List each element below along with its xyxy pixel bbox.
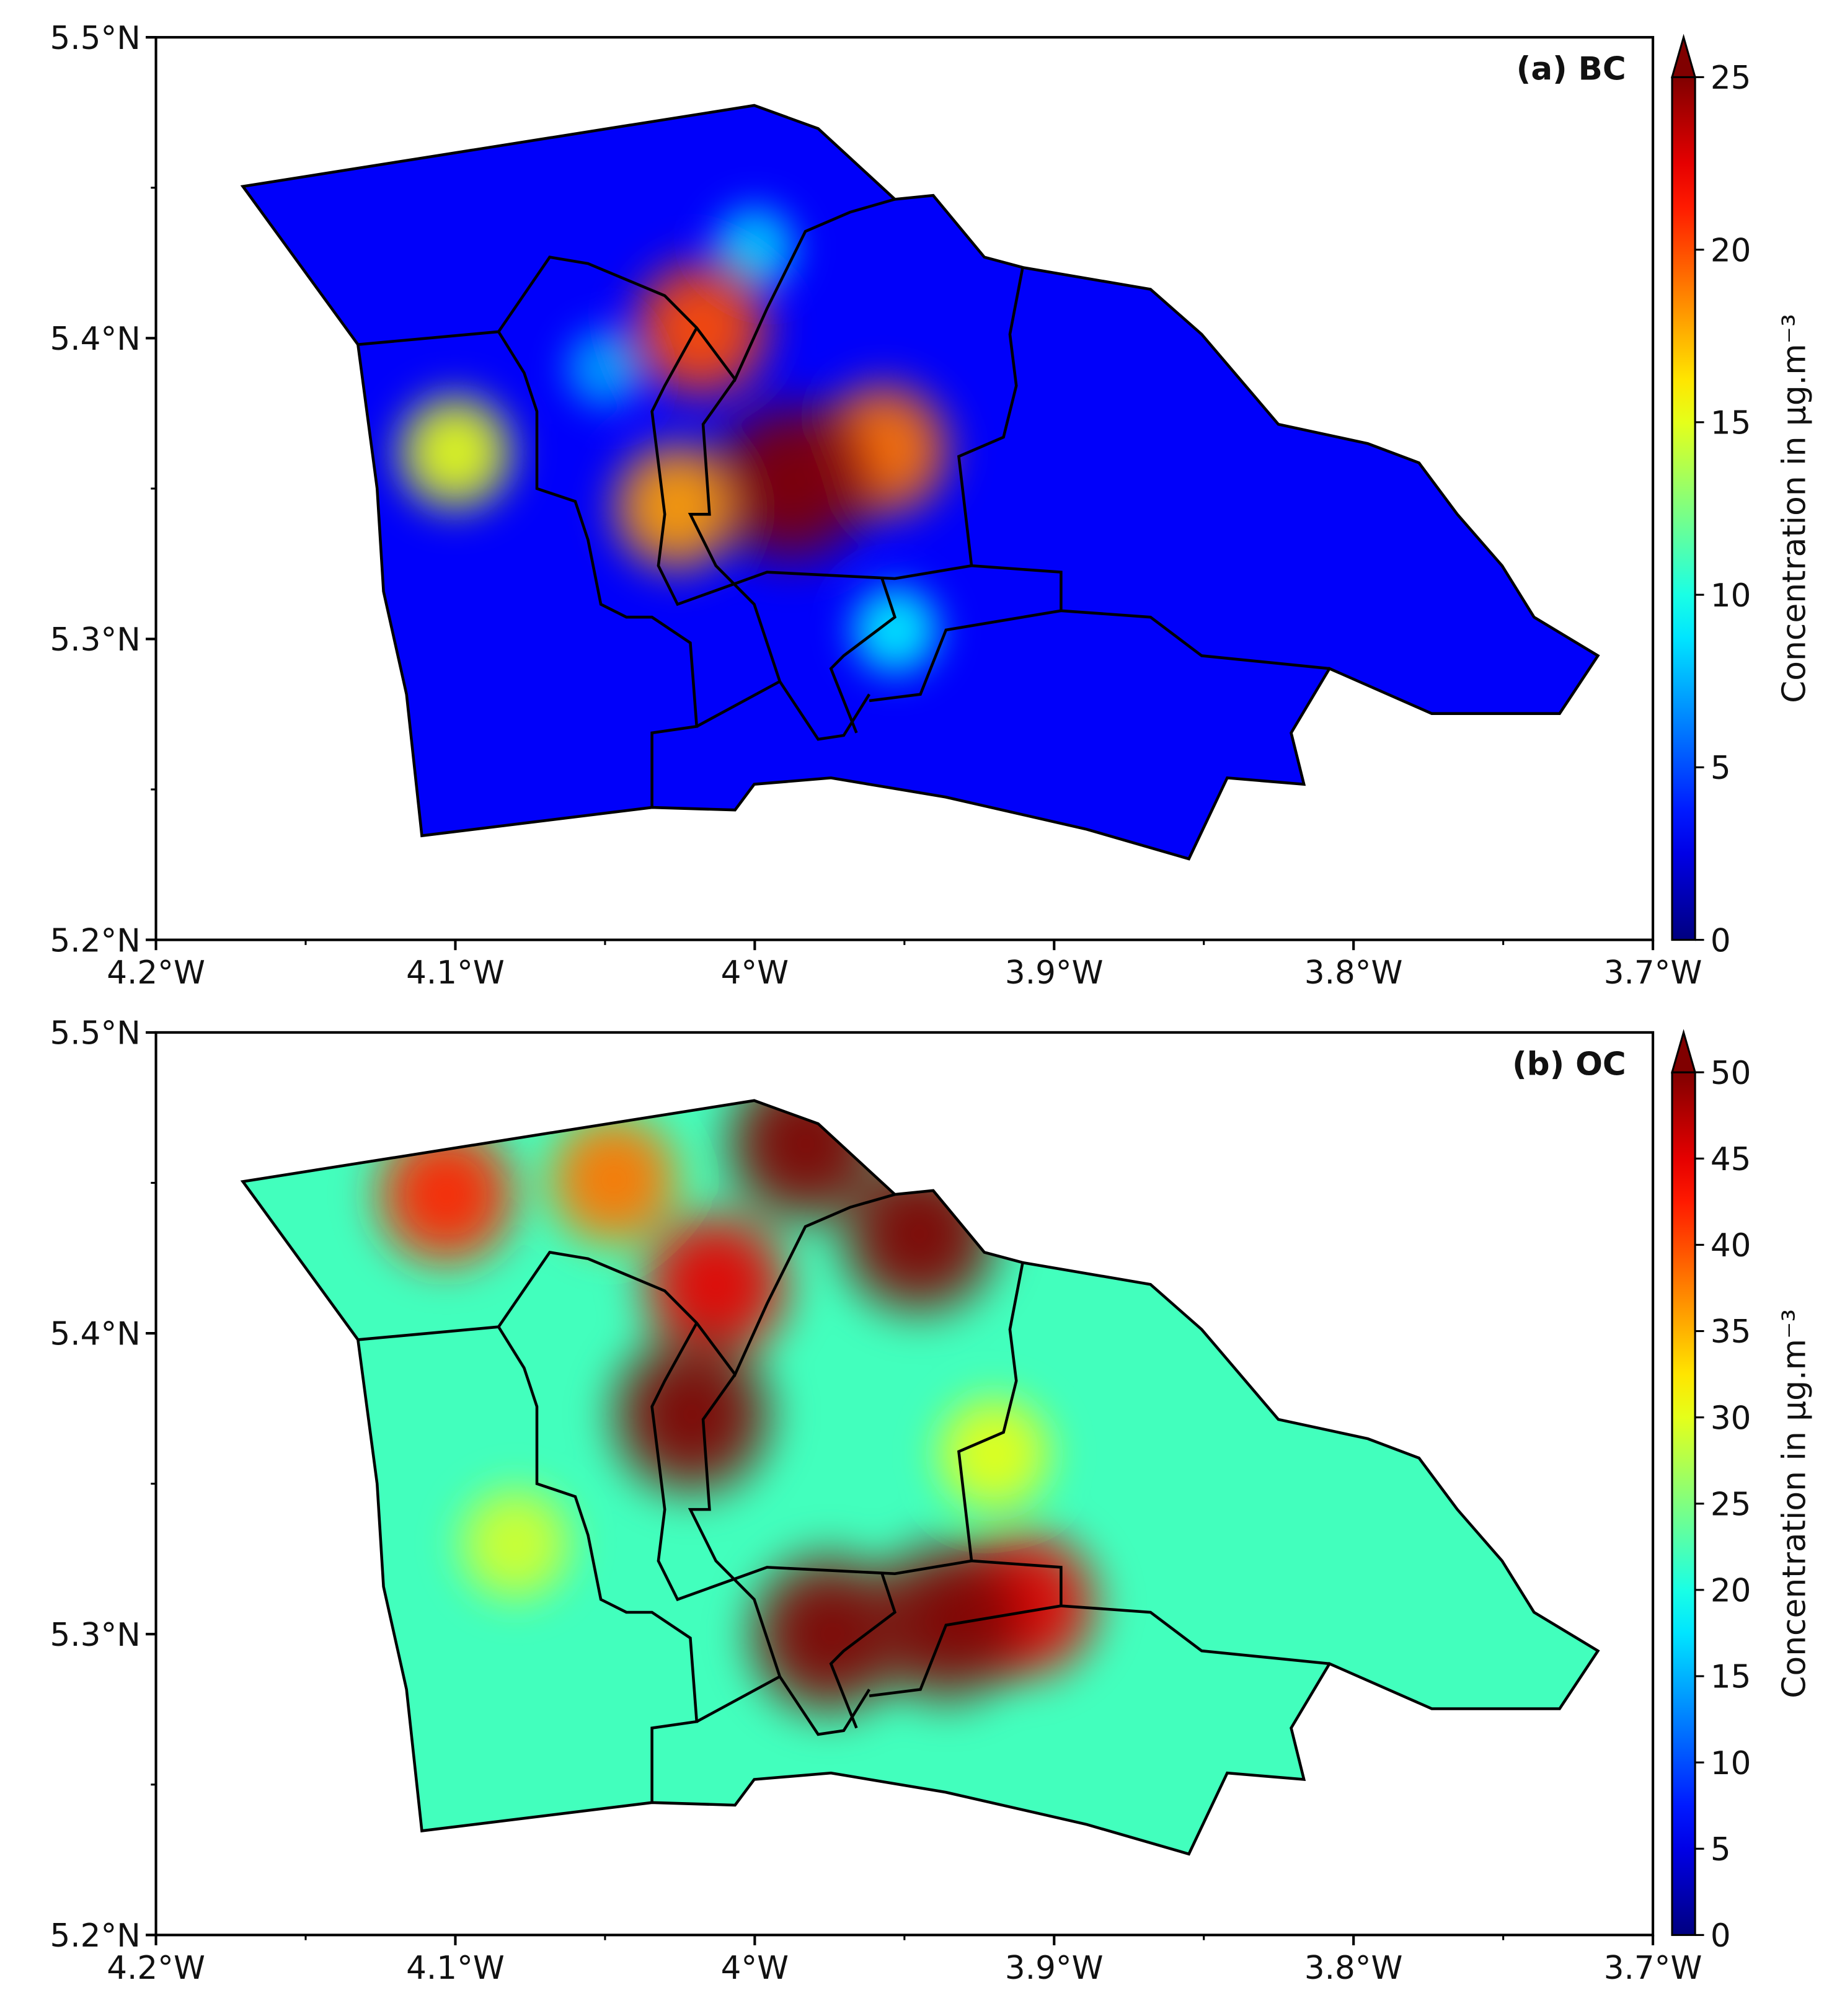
y-tick-label: 5.3°N — [50, 621, 140, 659]
colorbar-tick-label: 10 — [1711, 577, 1751, 615]
district-boundary — [829, 578, 897, 734]
hotspot — [588, 1310, 795, 1519]
colorbar-tick-label: 10 — [1711, 1745, 1751, 1782]
concentration-field — [242, 105, 1598, 859]
y-tick-label: 5.4°N — [50, 1316, 140, 1353]
colorbar-tick-label: 50 — [1711, 1055, 1751, 1092]
hotspot — [354, 1102, 539, 1288]
y-tick-label: 5.2°N — [50, 1917, 140, 1955]
colorbar-tick-label: 30 — [1711, 1400, 1751, 1437]
colorbar-tick-label: 0 — [1711, 1917, 1731, 1955]
district-boundary — [688, 1374, 871, 1736]
x-tick-label: 3.9°W — [1005, 954, 1104, 992]
colorbar-extend — [1670, 1029, 1697, 1073]
colorbar-tick-label: 45 — [1711, 1141, 1751, 1178]
colorbar-tick-label: 35 — [1711, 1313, 1751, 1351]
district-boundary — [650, 1322, 1330, 1666]
x-tick-label: 3.9°W — [1005, 1950, 1104, 1987]
y-tick-label: 5.4°N — [50, 321, 140, 358]
colorbar — [1671, 1071, 1696, 1936]
map-panel: 4.2°W 4.1°W 4°W 3.9°W 3.8°W 3.7°W 5.2°N 5.3°N 5.… — [50, 20, 1813, 992]
hotspots — [379, 192, 970, 689]
colorbar-tick-label: 5 — [1711, 750, 1731, 787]
district-boundary — [650, 327, 1330, 670]
district-boundary — [829, 1573, 897, 1729]
district-boundary — [957, 267, 1024, 566]
colorbar-extend — [1670, 33, 1697, 78]
colorbar-label: Concentration in µg.m⁻³ — [1776, 314, 1813, 703]
x-tick-label: 4.2°W — [107, 954, 205, 992]
x-tick-label: 4°W — [721, 1950, 789, 1987]
hotspot — [379, 376, 531, 528]
district-boundary — [358, 198, 895, 383]
hotspot — [441, 1469, 590, 1619]
hotspot — [919, 1377, 1070, 1530]
x-tick-label: 3.7°W — [1604, 954, 1702, 992]
colorbar-tick-label: 25 — [1711, 1486, 1751, 1523]
hotspot — [815, 1130, 1023, 1338]
colorbar-tick-label: 5 — [1711, 1831, 1731, 1868]
concentration-field — [242, 1100, 1598, 1854]
y-tick-label: 5.5°N — [50, 1015, 140, 1052]
colorbar — [1671, 76, 1696, 941]
region-outline — [240, 1099, 1600, 1856]
colorbar-tick-label: 0 — [1711, 922, 1731, 959]
colorbar-label: Concentration in µg.m⁻³ — [1776, 1309, 1813, 1699]
hotspot — [843, 1517, 1050, 1726]
y-tick-label: 5.2°N — [50, 922, 140, 959]
x-tick-label: 3.7°W — [1604, 1950, 1702, 1987]
colorbar-tick-label: 15 — [1711, 1659, 1751, 1696]
panel-title: (a) BC — [1516, 50, 1626, 87]
colorbar-tick-label: 15 — [1711, 404, 1751, 442]
colorbar-tick-label: 25 — [1711, 60, 1751, 97]
y-tick-label: 5.5°N — [50, 20, 140, 57]
x-tick-label: 3.8°W — [1304, 954, 1403, 992]
district-boundary — [696, 680, 781, 728]
district-boundary — [869, 1604, 1061, 1698]
hotspot — [836, 571, 954, 689]
hotspots — [354, 1100, 1121, 1739]
x-tick-label: 4.2°W — [107, 1950, 205, 1987]
hotspot — [593, 422, 761, 591]
colorbar-tick-label: 20 — [1711, 232, 1751, 269]
x-tick-label: 3.8°W — [1304, 1950, 1403, 1987]
x-tick-label: 4°W — [721, 954, 789, 992]
hotspot — [611, 239, 790, 419]
district-boundary — [869, 609, 1061, 703]
district-boundary — [688, 378, 871, 741]
region-outline — [240, 104, 1600, 861]
y-tick-label: 5.3°N — [50, 1617, 140, 1654]
map-panel: 4.2°W 4.1°W 4°W 3.9°W 3.8°W 3.7°W 5.2°N 5.3°N 5.… — [50, 1015, 1813, 1986]
x-tick-label: 4.1°W — [406, 1950, 505, 1987]
panel-title: (b) OC — [1512, 1046, 1626, 1083]
district-boundary — [957, 1262, 1024, 1561]
x-tick-label: 4.1°W — [406, 954, 505, 992]
colorbar-tick-label: 40 — [1711, 1227, 1751, 1264]
colorbar-tick-label: 20 — [1711, 1572, 1751, 1609]
district-boundary — [696, 1675, 781, 1723]
